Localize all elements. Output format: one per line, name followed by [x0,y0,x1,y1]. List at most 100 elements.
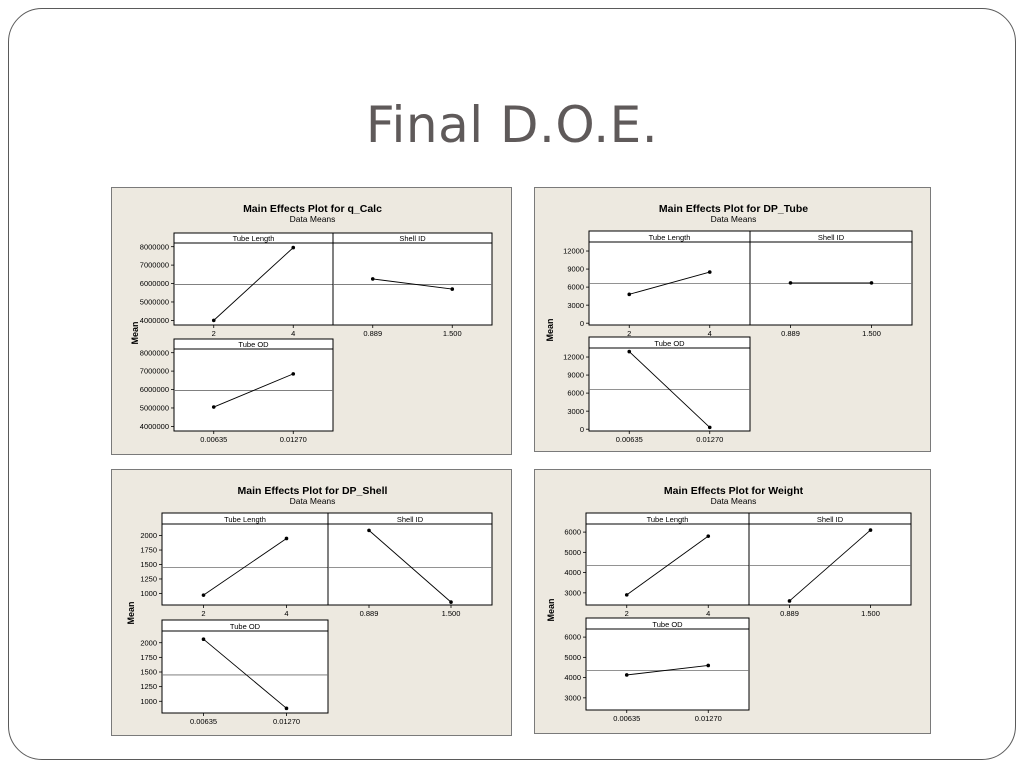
x-tick-label: 2 [627,329,631,338]
x-tick-label: 0.01270 [696,435,723,444]
x-tick-label: 0.00635 [613,714,640,723]
facet-strip [585,617,750,630]
y-tick-label: 1750 [140,653,157,662]
chart-title: Main Effects Plot for q_Calc [243,203,382,215]
data-point [284,706,289,711]
y-tick-label: 9000 [567,371,584,380]
facet-label: Shell ID [397,515,424,524]
x-tick-label: 0.889 [360,609,379,618]
x-tick-label: 4 [708,329,712,338]
y-axis-label: Mean [546,598,556,621]
x-tick-label: 4 [706,609,710,618]
data-point [624,593,629,597]
y-tick-label: 3000 [564,693,581,702]
y-axis-label: Mean [545,318,555,341]
data-point [367,528,371,533]
x-tick-label: 0.889 [781,329,800,338]
data-point [624,673,629,677]
facet-label: Tube Length [649,233,691,242]
plot-area [161,630,329,714]
y-tick-label: 3000 [567,407,584,416]
x-tick-label: 0.889 [780,609,799,618]
plot-area [748,523,912,606]
y-tick-label: 4000000 [140,422,169,431]
slide-title: Final D.O.E. [365,96,659,154]
chart-title: Main Effects Plot for DP_Tube [659,203,808,215]
x-tick-label: 0.889 [363,329,382,338]
x-tick-label: 0.01270 [273,717,300,726]
y-tick-label: 1000 [140,589,157,598]
x-tick-label: 1.500 [442,609,461,618]
y-tick-label: 8000000 [140,348,169,357]
facet-label: Tube Length [233,234,275,243]
chart-subtitle: Data Means [711,214,757,224]
y-tick-label: 1000 [140,697,157,706]
data-point [627,349,632,354]
y-tick-label: 4000 [564,568,581,577]
data-point [868,528,873,532]
x-tick-label: 0.00635 [200,435,227,444]
y-tick-label: 7000000 [140,367,169,376]
y-tick-label: 6000 [567,283,584,292]
effect-line [372,278,453,290]
chart-title: Main Effects Plot for DP_Shell [238,485,388,497]
y-tick-label: 6000000 [140,385,169,394]
facet-label: Tube Length [224,515,266,524]
y-tick-label: 5000000 [140,404,169,413]
y-tick-label: 1750 [140,546,157,555]
effect-line [626,665,709,676]
y-tick-label: 6000 [564,528,581,537]
y-tick-label: 6000000 [140,279,169,288]
plot-area [585,523,750,606]
y-tick-label: 3000 [564,588,581,597]
y-axis-label: Mean [130,321,140,344]
facet-label: Tube OD [654,339,685,348]
facet-label: Tube Length [647,515,689,524]
x-tick-label: 2 [201,609,205,618]
chart-panel-dp-tube: Main Effects Plot for DP_Tube Data Means M… [534,187,931,452]
data-point [284,536,289,541]
plot-area [327,523,493,606]
effect-line [368,530,452,603]
data-point [450,287,455,291]
facet-label: Shell ID [818,233,845,242]
data-point [788,281,793,285]
y-tick-label: 2000 [140,531,157,540]
effect-line [629,271,710,295]
effect-line [203,638,287,709]
data-point [787,599,792,603]
facet-strip [327,512,493,525]
x-tick-label: 4 [291,329,295,338]
facet-label: Shell ID [399,234,426,243]
facet-strip [173,338,334,350]
data-point [627,292,632,297]
y-tick-label: 3000 [567,301,584,310]
data-point [707,425,712,430]
x-tick-label: 4 [284,609,288,618]
y-tick-label: 7000000 [140,261,169,270]
chart-subtitle: Data Means [290,214,336,224]
x-tick-label: 0.00635 [190,717,217,726]
data-point [211,318,216,323]
chart-title: Main Effects Plot for Weight [664,485,804,497]
effect-line [203,538,287,596]
y-tick-label: 6000 [564,633,581,642]
data-point [706,534,711,538]
facet-strip [748,512,912,525]
effect-line [213,373,294,408]
x-tick-label: 0.01270 [280,435,307,444]
x-tick-label: 2 [212,329,216,338]
facet-strip [588,336,751,349]
y-tick-label: 12000 [563,247,584,256]
data-point [291,245,296,250]
data-point [706,663,711,668]
y-tick-label: 2000 [140,638,157,647]
effect-line [789,529,871,602]
chart-panel-q-calc: Main Effects Plot for q_Calc Data Means Me… [111,187,512,455]
y-tick-label: 1500 [140,668,157,677]
y-tick-label: 5000000 [140,298,169,307]
facet-label: Tube OD [238,340,269,349]
facet-strip [749,230,913,243]
chart-subtitle: Data Means [711,496,757,506]
